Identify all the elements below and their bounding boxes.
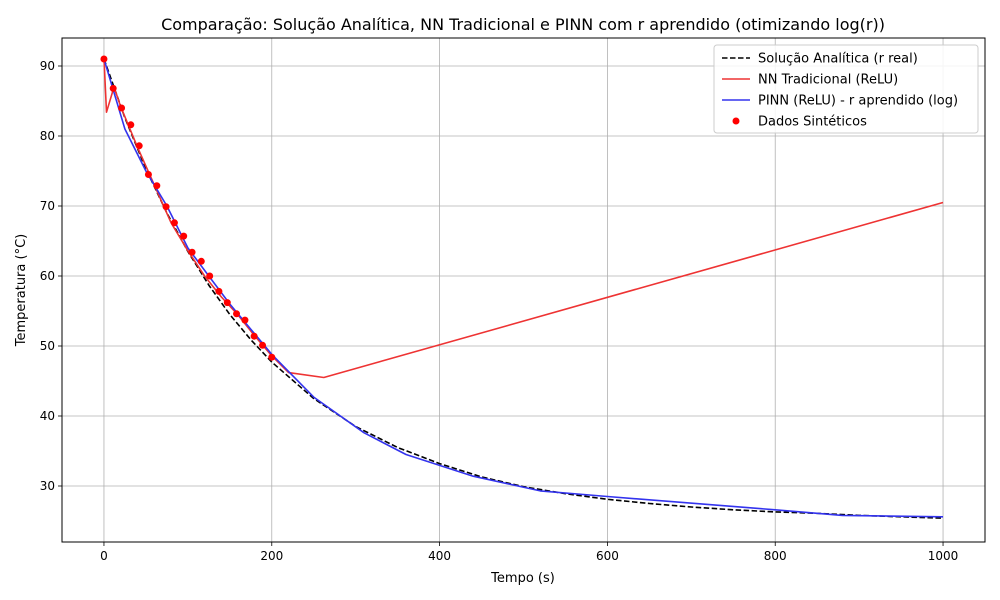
plot-area (100, 55, 944, 519)
data-point (233, 310, 241, 318)
x-tick-label: 200 (260, 549, 283, 563)
plot-frame (61, 37, 986, 543)
legend-label: PINN (ReLU) - r aprendido (log) (758, 94, 958, 109)
legend-label: NN Tradicional (ReLU) (758, 73, 898, 88)
y-tick-label: 30 (40, 479, 55, 493)
data-point (100, 55, 108, 63)
x-tick-label: 800 (764, 549, 787, 563)
data-point (144, 171, 152, 178)
data-point (188, 248, 196, 256)
data-point (170, 219, 178, 227)
legend-label: Solução Analítica (r real) (758, 52, 918, 67)
data-point (118, 104, 126, 112)
data-point (223, 299, 231, 307)
data-point (215, 287, 223, 295)
chart-title: Comparação: Solução Analítica, NN Tradic… (161, 15, 885, 34)
data-point (206, 272, 214, 280)
data-point (241, 316, 249, 324)
y-tick-label: 60 (40, 269, 55, 283)
data-point (162, 203, 170, 211)
legend: Solução Analítica (r real) NN Tradicional… (713, 44, 979, 134)
data-point (127, 121, 135, 129)
y-tick-label: 90 (40, 59, 55, 73)
legend-label: Dados Sintéticos (758, 115, 867, 130)
legend-box (713, 44, 979, 134)
y-axis-label: Temperatura (°C) (14, 234, 29, 347)
data-point (135, 142, 143, 150)
axes-ticks: 0 200 400 600 800 1000 30 40 50 60 70 80 90 (40, 59, 959, 563)
x-tick-label: 0 (100, 549, 108, 563)
y-tick-label: 40 (40, 409, 55, 423)
data-point (197, 257, 205, 265)
y-tick-label: 50 (40, 339, 55, 353)
y-tick-label: 80 (40, 129, 55, 143)
data-point (109, 84, 117, 92)
x-tick-label: 400 (428, 549, 451, 563)
data-point (180, 232, 188, 240)
x-tick-label: 1000 (928, 549, 959, 563)
series-line-2 (103, 58, 944, 379)
data-point (153, 182, 161, 190)
series-line-3 (103, 58, 944, 518)
data-point (250, 332, 258, 340)
data-point (259, 341, 267, 349)
legend-swatch (732, 117, 740, 125)
y-tick-label: 70 (40, 199, 55, 213)
x-tick-label: 600 (596, 549, 619, 563)
data-point (268, 353, 276, 361)
x-axis-label: Tempo (s) (490, 571, 555, 586)
